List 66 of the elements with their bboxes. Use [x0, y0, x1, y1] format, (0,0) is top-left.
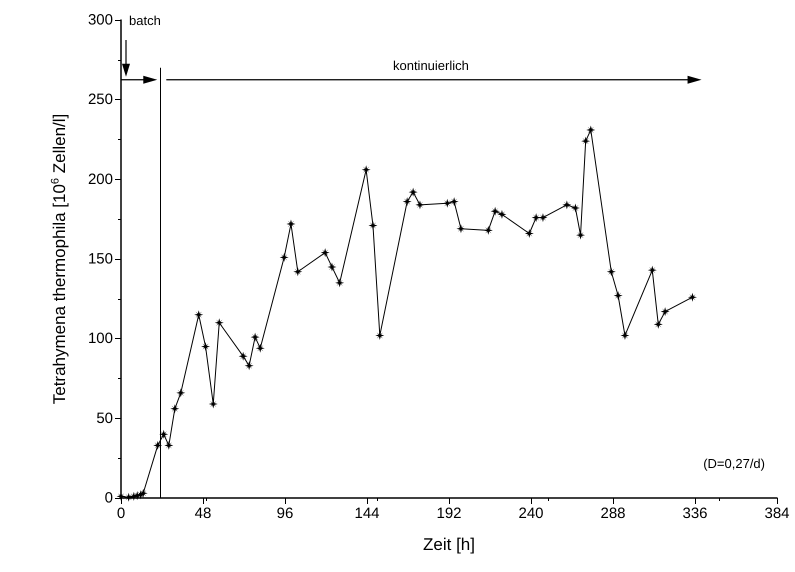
point: [164, 440, 174, 450]
point: [280, 252, 289, 262]
x-tick-label: 0: [116, 505, 126, 522]
point: [256, 344, 265, 353]
y-tick-label: 100: [88, 330, 113, 348]
point: [320, 248, 330, 258]
point: [138, 488, 148, 498]
point: [362, 165, 371, 174]
x-tick-label: 336: [682, 505, 708, 522]
x-tick-label: 144: [354, 505, 380, 522]
point: [201, 342, 210, 352]
point: [586, 125, 596, 134]
annotation: kontinuierlich: [392, 58, 469, 73]
annotation: batch: [129, 13, 161, 28]
point: [442, 198, 452, 208]
point: [497, 210, 506, 219]
point: [581, 136, 590, 146]
point: [570, 204, 580, 213]
point: [368, 221, 378, 230]
point: [244, 361, 254, 370]
point: [450, 197, 459, 206]
x-tick-label: 192: [436, 505, 462, 522]
x-axis-title: Zeit [h]: [423, 535, 475, 554]
point: [176, 388, 186, 398]
point: [660, 307, 670, 316]
y-axis-title: Tetrahymena thermophila [106 Zellen/l]: [50, 114, 69, 404]
x-tick-label: 96: [276, 505, 294, 522]
point: [335, 278, 344, 288]
point: [170, 404, 180, 414]
x-tick-label: 48: [194, 505, 212, 522]
point: [214, 318, 224, 328]
point: [293, 267, 302, 276]
point: [524, 229, 534, 238]
point: [153, 440, 162, 450]
point: [238, 352, 248, 361]
x-tick-label: 240: [518, 505, 544, 522]
point: [250, 332, 260, 342]
y-tick-label: 300: [88, 12, 113, 28]
point: [614, 291, 623, 300]
point: [124, 492, 134, 502]
point: [327, 262, 336, 272]
point: [532, 213, 541, 222]
point: [194, 310, 204, 320]
point: [159, 430, 168, 439]
point: [490, 206, 500, 216]
point: [402, 197, 412, 206]
point: [620, 330, 630, 340]
y-tick-label: 50: [96, 410, 113, 427]
x-tick-label: 288: [600, 505, 626, 522]
y-tick-label: 200: [88, 170, 113, 188]
point: [654, 320, 663, 329]
annotation: (D=0,27/d): [703, 456, 765, 471]
y-tick-label: 0: [104, 490, 113, 506]
point: [484, 226, 493, 235]
point: [456, 224, 466, 234]
x-tick-label: 384: [764, 505, 790, 522]
point: [538, 213, 548, 222]
y-tick-label: 150: [88, 250, 113, 268]
point: [688, 292, 697, 302]
point: [408, 188, 418, 197]
point: [415, 200, 424, 210]
point: [648, 266, 657, 275]
point: [286, 219, 296, 228]
point: [606, 267, 616, 276]
point: [562, 200, 572, 210]
y-tick-label: 250: [88, 91, 113, 108]
